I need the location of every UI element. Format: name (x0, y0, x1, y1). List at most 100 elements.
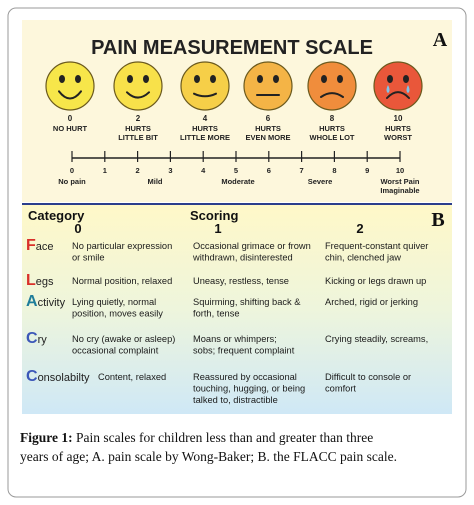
score-description: chin, clenched jaw (325, 253, 401, 263)
score-header: 0 (74, 221, 81, 236)
eye (337, 75, 343, 83)
scale-tick-label: 9 (365, 166, 369, 175)
scale-tick-label: 3 (168, 166, 172, 175)
category-initial: C (26, 368, 38, 385)
eye (194, 75, 200, 83)
category-initial: L (26, 272, 36, 289)
category: Cry (26, 330, 47, 347)
score-description: Normal position, relaxed (72, 276, 172, 286)
eye (257, 75, 263, 83)
scoring-header: Scoring (190, 208, 238, 223)
face-score: 4 (203, 114, 208, 123)
scale-label: Mild (148, 177, 163, 186)
scale-label: No pain (58, 177, 86, 186)
face-score: 0 (68, 114, 73, 123)
tear (406, 85, 410, 93)
face-icon (307, 61, 357, 111)
score-description: Moans or whimpers; (193, 334, 277, 344)
face (373, 61, 423, 111)
scale-tick-label: 5 (234, 166, 238, 175)
face-label: EVEN MORE (245, 133, 290, 142)
scale-tick-label: 4 (201, 166, 206, 175)
score-description: Frequent-constant quiver (325, 241, 428, 251)
scale-tick-label: 6 (267, 166, 271, 175)
category-initial: A (26, 293, 38, 310)
eye (75, 75, 81, 83)
face-score: 6 (266, 114, 271, 123)
face-icon (45, 61, 95, 111)
category: Legs (26, 272, 54, 289)
caption-line: Figure 1: Pain scales for children less … (20, 430, 373, 445)
caption-text: years of age; A. pain scale by Wong-Bake… (20, 449, 397, 464)
face (45, 61, 95, 111)
face-label: HURTS (192, 124, 218, 133)
category: Face (26, 237, 54, 254)
panel-b-label: B (431, 209, 444, 231)
scale-tick-label: 1 (103, 166, 107, 175)
category-rest: ry (38, 334, 48, 346)
category-initial: F (26, 237, 36, 254)
score-description: talked to, distractible (193, 395, 278, 405)
score-description: Arched, rigid or jerking (325, 297, 418, 307)
mouth (58, 90, 82, 100)
category-header: Category (28, 208, 85, 223)
caption-text: Pain scales for children less than and g… (76, 430, 373, 445)
eye (59, 75, 65, 83)
score-description: Reassured by occasional (193, 372, 297, 382)
eye (273, 75, 279, 83)
panel-a-label: A (433, 29, 448, 51)
face (243, 61, 293, 111)
face-label: WHOLE LOT (310, 133, 355, 142)
mouth (126, 91, 150, 99)
face-icon (373, 61, 423, 111)
eye (127, 75, 133, 83)
category-initial: C (26, 330, 38, 347)
eye (321, 75, 327, 83)
face-label: LITTLE MORE (180, 133, 230, 142)
eye (210, 75, 216, 83)
category-rest: ctivity (38, 297, 66, 309)
score-description: sobs; frequent complaint (193, 346, 295, 356)
score-description: touching, hugging, or being (193, 384, 305, 394)
score-header: 2 (356, 221, 363, 236)
face-label: HURTS (319, 124, 345, 133)
panel-a (22, 20, 452, 202)
scale-tick-label: 8 (332, 166, 336, 175)
scale-tick-label: 10 (396, 166, 404, 175)
score-description: Crying steadily, screams, (325, 334, 428, 344)
panel-b (22, 204, 452, 414)
eye (403, 75, 409, 83)
score-description: Occasional grimace or frown (193, 241, 311, 251)
caption-label: Figure 1: (20, 430, 73, 445)
score-description: No cry (awake or asleep) (72, 334, 175, 344)
category: Consolabilty (26, 368, 90, 385)
score-description: No particular expression (72, 241, 172, 251)
mouth (386, 91, 410, 99)
score-header: 1 (214, 221, 221, 236)
tear (386, 85, 390, 93)
panel-a-title: PAIN MEASUREMENT SCALE (91, 37, 373, 59)
scale-label: Moderate (221, 177, 254, 186)
score-description: withdrawn, disinterested (192, 253, 293, 263)
face-icon (113, 61, 163, 111)
category: Activity (26, 293, 66, 310)
face-label: HURTS (255, 124, 281, 133)
face-label: WORST (384, 133, 412, 142)
scale-tick-label: 0 (70, 166, 74, 175)
category-rest: egs (36, 276, 54, 288)
score-description: Squirming, shifting back & (193, 297, 301, 307)
category-rest: ace (36, 241, 54, 253)
score-description: Kicking or legs drawn up (325, 276, 426, 286)
scale-tick-label: 7 (300, 166, 304, 175)
score-description: Uneasy, restless, tense (193, 276, 289, 286)
score-description: Content, relaxed (98, 372, 166, 382)
face-score: 8 (330, 114, 335, 123)
mouth (320, 92, 344, 98)
score-description: forth, tense (193, 309, 240, 319)
scale-tick-label: 2 (136, 166, 140, 175)
face-label: HURTS (385, 124, 411, 133)
score-description: Lying quietly, normal (72, 297, 156, 307)
